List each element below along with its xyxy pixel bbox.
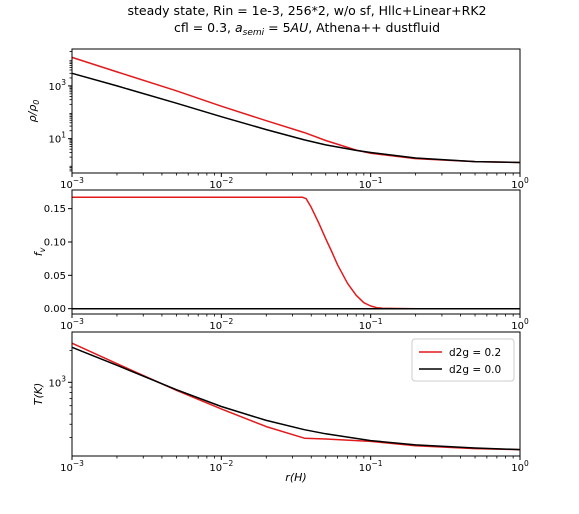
y-tick-label: 0.00 [44,304,66,315]
x-tick-label-base: 10 [359,463,372,474]
y-axis-label-sub: 0 [32,100,41,105]
title2-part-b: a [235,20,243,35]
plot-frame-temperature [71,331,521,457]
x-tick-label-exp: −1 [372,176,383,185]
y-tick-label-base: 10 [48,135,61,146]
x-tick-label: 10−2 [209,317,233,332]
x-tick-label-exp: −1 [372,459,383,468]
legend-label-1: d2g = 0.0 [449,364,501,376]
x-tick-label-base: 10 [209,321,222,332]
x-tick-label-exp: −1 [372,317,383,326]
x-tick-label: 100 [511,176,529,191]
x-tick-label-base: 10 [209,180,222,191]
x-tick-label: 10−1 [359,317,383,332]
x-axis-label: r(H) [285,471,306,484]
y-axis-label-sub: v [38,247,47,252]
series-line-dust-fraction-d2g-0.2 [72,196,520,310]
x-tick-label-base: 10 [60,321,73,332]
x-tick-label-base: 10 [209,463,222,474]
x-tick-label: 10−2 [209,176,233,191]
x-tick-label-base: 10 [60,463,73,474]
x-tick-label: 100 [511,459,529,474]
y-tick-label: 0.10 [44,238,66,249]
y-tick-label: 0.05 [44,271,66,282]
x-tick-label-base: 10 [511,180,524,191]
series-line-temperature-d2g-0.0 [71,346,521,451]
x-tick-label-exp: 0 [524,176,529,185]
legend-label-0: d2g = 0.2 [449,347,501,359]
title2-part-a: cfl = 0.3, [174,20,235,35]
y-tick-label-base: 10 [48,378,61,389]
x-tick-label: 10−3 [60,317,84,332]
y-axis-label-main: f [32,250,45,256]
x-tick-label-base: 10 [511,321,524,332]
x-tick-label: 10−1 [359,459,383,474]
x-tick-label-exp: −2 [222,176,233,185]
figure-title-line-1: steady state, Rin = 1e-3, 256*2, w/o sf,… [127,3,486,18]
y-axis-label-main: ρ/ρ [26,105,39,123]
x-tick-label: 10−2 [209,459,233,474]
legend: d2g = 0.2 d2g = 0.0 [411,338,515,382]
y-tick-label: 0.15 [44,204,66,215]
y-tick-label: 103 [48,374,66,389]
x-tick-label-exp: 0 [524,317,529,326]
legend-box [411,338,515,382]
y-tick-label: 103 [48,78,66,93]
x-tick-label-exp: −3 [73,317,84,326]
x-tick-label: 10−1 [359,176,383,191]
x-tick-label-exp: −3 [73,459,84,468]
y-tick-label: 101 [48,131,66,146]
plot-frame-density [71,48,521,174]
x-tick-label: 100 [511,317,529,332]
x-tick-label-exp: −2 [222,459,233,468]
x-tick-label-exp: 0 [524,459,529,468]
x-tick-label: 10−3 [60,176,84,191]
plot-frame-dust-fraction [71,189,521,315]
y-axis-label-temperature: T(K) [32,383,45,406]
y-axis-label-dust-fraction: fv [32,247,47,256]
title2-part-e: AU [290,20,309,35]
title2-part-c: semi [243,28,265,38]
y-tick-label-exp: 3 [61,78,66,87]
y-tick-label-exp: 3 [61,374,66,383]
x-tick-label-base: 10 [511,463,524,474]
x-tick-label-base: 10 [359,321,372,332]
title2-part-d: = 5 [264,20,290,35]
y-tick-label-base: 10 [48,82,61,93]
x-tick-label-exp: −3 [73,176,84,185]
y-axis-label-density: ρ/ρ0 [26,100,41,123]
x-tick-label-exp: −2 [222,317,233,326]
series-line-density-d2g-0.0 [71,72,521,164]
x-tick-label-base: 10 [60,180,73,191]
series-line-density-d2g-0.2 [71,56,521,164]
title2-part-f: , Athena++ dustfluid [308,20,440,35]
x-tick-label-base: 10 [359,180,372,191]
figure-title-line-2: cfl = 0.3, asemi = 5AU, Athena++ dustflu… [174,20,440,38]
y-tick-label-exp: 1 [61,131,66,140]
x-tick-label: 10−3 [60,459,84,474]
